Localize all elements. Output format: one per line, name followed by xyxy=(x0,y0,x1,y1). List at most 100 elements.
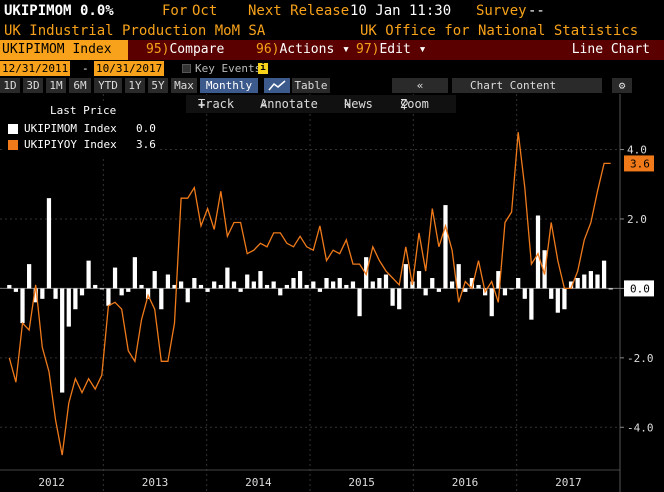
x-tick-label-2015: 2015 xyxy=(348,476,375,489)
bar-mom-41 xyxy=(278,288,283,296)
bar-mom-67 xyxy=(449,281,455,289)
table-button[interactable]: Table xyxy=(292,78,330,93)
chart-content-button[interactable]: Chart Content xyxy=(452,78,602,93)
collapse-button[interactable]: « xyxy=(392,78,448,93)
chart-area[interactable] xyxy=(0,94,664,492)
edit-label: Edit xyxy=(379,42,411,57)
bar-mom-75 xyxy=(502,288,508,296)
bar-mom-91 xyxy=(608,288,613,290)
legend-value-mom: 0.0 xyxy=(136,122,156,135)
bar-mom-13 xyxy=(93,284,98,289)
date-dash: - xyxy=(82,62,89,75)
x-tick-label-2012: 2012 xyxy=(38,476,65,489)
range-buttons-row: 1D 3D 1M 6M YTD 1Y 5Y Max Monthly ▼ Tabl… xyxy=(0,77,664,107)
range-6m-button[interactable]: 6M xyxy=(69,78,91,93)
bar-mom-25 xyxy=(172,284,177,289)
range-1m-button[interactable]: 1M xyxy=(46,78,66,93)
bar-mom-19 xyxy=(132,257,137,289)
edit-menu[interactable]: 97)Edit ▾ xyxy=(356,40,426,60)
periodicity-dropdown[interactable]: Monthly ▼ xyxy=(200,78,258,107)
range-3d-button[interactable]: 3D xyxy=(23,78,43,93)
end-date-field[interactable]: 10/31/2017 xyxy=(94,61,165,76)
bar-mom-83 xyxy=(555,288,560,313)
line-chart-toggle-icon[interactable] xyxy=(264,78,290,93)
compare-num: 95) xyxy=(146,42,170,57)
bar-mom-48 xyxy=(324,278,329,289)
range-1d-button[interactable]: 1D xyxy=(0,78,20,93)
bar-mom-40 xyxy=(271,281,276,289)
edit-arrow-icon: ▾ xyxy=(418,42,427,57)
x-tick-label-2017: 2017 xyxy=(555,476,582,489)
bar-mom-9 xyxy=(66,288,71,327)
bar-mom-71 xyxy=(476,284,481,289)
bar-mom-64 xyxy=(430,278,435,289)
bar-mom-6 xyxy=(46,198,52,289)
security-header: UKIPIMOM 0.0% For Oct Next Release 10 Ja… xyxy=(0,0,664,22)
bar-mom-5 xyxy=(40,288,45,299)
compare-label: Compare xyxy=(169,42,225,57)
bar-mom-28 xyxy=(192,278,197,289)
annotate-label: Annotate xyxy=(260,97,318,111)
gear-icon[interactable]: ⚙ xyxy=(612,78,632,93)
chart-content-label: Chart Content xyxy=(470,79,557,92)
bar-mom-14 xyxy=(99,288,104,290)
legend-title: Last Price xyxy=(50,104,117,117)
bar-mom-70 xyxy=(469,278,475,289)
start-date-field[interactable]: 12/31/2011 xyxy=(0,61,71,76)
bar-mom-32 xyxy=(218,284,223,289)
y-tick-label-3: -2.0 xyxy=(627,352,654,365)
bar-mom-29 xyxy=(198,284,204,289)
bar-mom-57 xyxy=(383,274,389,289)
x-tick-label-2013: 2013 xyxy=(142,476,169,489)
compare-menu[interactable]: 95)Compare xyxy=(146,40,224,60)
bar-mom-31 xyxy=(212,281,217,289)
next-release-value: 10 Jan 11:30 xyxy=(350,3,452,19)
bar-mom-22 xyxy=(152,271,157,289)
chart-toolbar: ✚ Track ∠ Annotate ⌁ News ⚲ Zoom xyxy=(186,95,456,113)
bar-mom-16 xyxy=(112,267,118,289)
bar-mom-76 xyxy=(509,288,514,290)
range-max-button[interactable]: Max xyxy=(171,78,197,93)
key-events-label: Key Events xyxy=(195,62,262,75)
bar-mom-20 xyxy=(139,284,144,289)
bar-mom-30 xyxy=(205,288,210,292)
security-field[interactable]: UKIPIMOM Index xyxy=(0,40,128,60)
survey-label: Survey xyxy=(476,3,527,19)
for-label: For xyxy=(162,3,188,19)
actions-label: Actions xyxy=(279,42,335,57)
edit-num: 97) xyxy=(356,42,380,57)
info-icon[interactable]: i xyxy=(258,63,268,74)
y-tick-label-4: -4.0 xyxy=(627,421,654,434)
range-5y-button[interactable]: 5Y xyxy=(148,78,168,93)
bar-mom-10 xyxy=(73,288,78,310)
bar-mom-77 xyxy=(516,278,521,289)
line-chart-icon xyxy=(264,78,290,93)
last-value-label-0: 3.6 xyxy=(630,157,650,170)
bar-mom-65 xyxy=(436,288,441,292)
actions-menu[interactable]: 96)Actions ▾ xyxy=(256,40,350,60)
bar-mom-86 xyxy=(575,278,580,289)
chart-type-label[interactable]: Line Chart xyxy=(571,42,650,57)
date-range-row: 12/31/2011 - 10/31/2017 Key Events i xyxy=(0,60,664,77)
bar-mom-34 xyxy=(231,281,237,289)
bar-mom-88 xyxy=(588,271,593,289)
zoom-label: Zoom xyxy=(400,97,429,111)
key-events-checkbox[interactable] xyxy=(182,64,191,73)
bar-mom-15 xyxy=(106,288,111,306)
bar-mom-78 xyxy=(522,288,527,299)
bar-mom-59 xyxy=(397,288,402,310)
bar-mom-2 xyxy=(20,288,25,324)
bar-mom-82 xyxy=(549,288,554,299)
x-tick-label-2016: 2016 xyxy=(452,476,479,489)
bar-mom-35 xyxy=(238,288,243,292)
bar-mom-69 xyxy=(463,288,468,292)
bar-mom-51 xyxy=(344,284,349,289)
bar-mom-56 xyxy=(377,278,382,289)
range-1y-button[interactable]: 1Y xyxy=(125,78,145,93)
bar-mom-60 xyxy=(403,264,408,289)
range-ytd-button[interactable]: YTD xyxy=(94,78,122,93)
last-value-box-1 xyxy=(624,280,654,297)
magnifier-icon: ⚲ xyxy=(400,97,409,111)
survey-value: -- xyxy=(528,3,545,19)
